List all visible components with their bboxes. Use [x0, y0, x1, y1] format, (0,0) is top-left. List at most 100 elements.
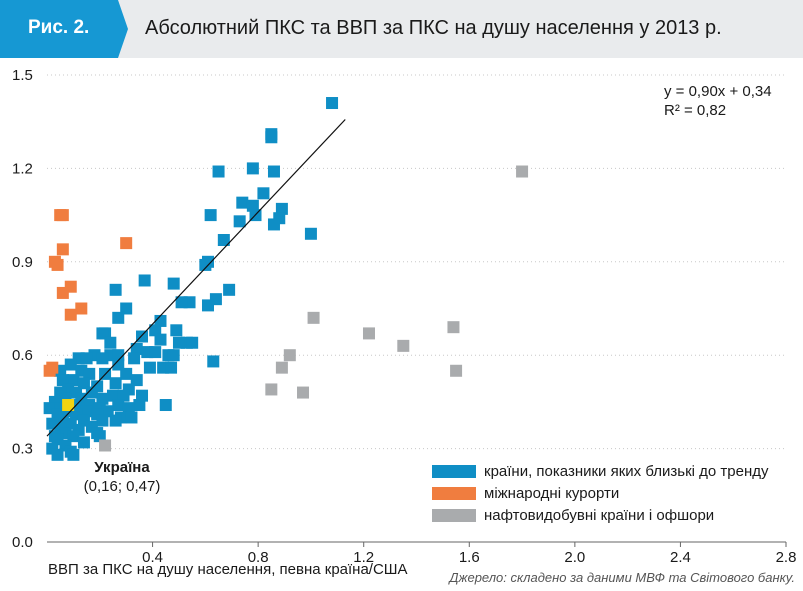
- point-series-0: [122, 402, 135, 415]
- point-series-0: [133, 399, 146, 412]
- point-series-1: [56, 243, 69, 256]
- point-series-0: [120, 302, 133, 315]
- ukraine-label: Україна: [94, 459, 150, 476]
- point-series-1: [56, 209, 69, 222]
- point-series-1: [51, 258, 64, 271]
- point-series-0: [96, 414, 109, 427]
- point-series-0: [67, 430, 80, 443]
- x-tick-label: 0.8: [248, 549, 269, 566]
- point-series-0: [159, 399, 172, 412]
- point-series-0: [143, 361, 156, 374]
- ukraine-value: (0,16; 0,47): [83, 478, 161, 495]
- point-series-0: [109, 283, 122, 296]
- point-series-0: [112, 399, 125, 412]
- point-series-0: [56, 374, 69, 387]
- point-series-0: [112, 311, 125, 324]
- point-series-0: [96, 352, 109, 365]
- point-series-0: [199, 258, 212, 271]
- point-series-0: [223, 283, 236, 296]
- legend: країни, показники яких близькі до тренду…: [432, 460, 768, 526]
- point-series-0: [106, 389, 119, 402]
- point-series-0: [207, 355, 220, 368]
- point-series-0: [77, 436, 90, 449]
- y-tick-label: 0.9: [12, 254, 33, 271]
- y-tick-label: 1.2: [12, 160, 33, 177]
- figure-badge: Рис. 2.: [0, 0, 128, 58]
- point-series-0: [101, 405, 114, 418]
- point-series-0: [257, 187, 270, 200]
- point-series-0: [217, 234, 230, 247]
- point-series-0: [96, 327, 109, 340]
- point-series-0: [67, 374, 80, 387]
- point-series-0: [112, 358, 125, 371]
- point-series-0: [170, 324, 183, 337]
- regression-equation: y = 0,90x + 0,34: [664, 83, 772, 100]
- point-series-0: [83, 367, 96, 380]
- chart-title: Абсолютний ПКС та ВВП за ПКС на душу нас…: [145, 17, 722, 39]
- point-series-0: [246, 162, 259, 175]
- point-series-0: [80, 352, 93, 365]
- point-series-0: [267, 165, 280, 178]
- point-series-1: [64, 308, 77, 321]
- point-series-0: [56, 414, 69, 427]
- x-tick-label: 2.4: [670, 549, 691, 566]
- point-series-0: [130, 342, 143, 355]
- point-series-0: [204, 209, 217, 222]
- point-series-0: [138, 274, 151, 287]
- point-series-0: [112, 349, 125, 362]
- point-series-0: [109, 414, 122, 427]
- point-series-0: [80, 405, 93, 418]
- point-series-0: [167, 277, 180, 290]
- point-series-0: [54, 364, 67, 377]
- y-tick-label: 0.3: [12, 441, 33, 458]
- x-tick-label: 2.8: [776, 549, 797, 566]
- figure-number: Рис. 2.: [28, 17, 90, 38]
- ukraine-annotation: Україна (0,16; 0,47): [72, 458, 172, 496]
- point-series-0: [149, 346, 162, 359]
- point-series-0: [104, 336, 117, 349]
- x-tick-labels: 0.4 0.8 1.2 1.6 2.0 2.4 2.8: [142, 549, 796, 566]
- x-tick-label: 1.6: [459, 549, 480, 566]
- point-series-0: [212, 165, 225, 178]
- point-series-2: [450, 364, 463, 377]
- legend-label-resorts: міжнародні курорти: [484, 484, 620, 502]
- point-series-0: [233, 215, 246, 228]
- point-series-2: [397, 339, 410, 352]
- point-series-2: [297, 386, 310, 399]
- regression-annotation: y = 0,90x + 0,34 R² = 0,82: [664, 82, 772, 120]
- point-series-0: [130, 374, 143, 387]
- point-series-0: [54, 402, 67, 415]
- x-tick-label: 0.4: [142, 549, 163, 566]
- point-series-0: [136, 389, 149, 402]
- y-tick-label: 1.5: [12, 67, 33, 84]
- point-series-0: [96, 392, 109, 405]
- point-series-0: [246, 199, 259, 212]
- header-bar: Рис. 2. Абсолютний ПКС та ВВП за ПКС на …: [0, 0, 803, 58]
- r-squared: R² = 0,82: [664, 102, 727, 119]
- point-series-0: [51, 448, 64, 461]
- point-series-0: [265, 131, 278, 144]
- point-series-0: [201, 299, 214, 312]
- point-series-0: [117, 389, 130, 402]
- point-series-0: [125, 411, 138, 424]
- legend-swatch-resorts: [432, 486, 476, 500]
- legend-item-trend: країни, показники яких близькі до тренду: [432, 460, 768, 482]
- point-series-0: [167, 349, 180, 362]
- point-series-0: [64, 358, 77, 371]
- point-series-0: [154, 314, 167, 327]
- point-series-1: [75, 302, 88, 315]
- point-series-1: [120, 237, 133, 250]
- point-series-0: [326, 97, 339, 110]
- trendline: [46, 119, 346, 437]
- point-series-2: [99, 439, 112, 452]
- legend-label-oil: нафтовидобувні країни і офшори: [484, 506, 715, 524]
- x-tick-label: 2.0: [564, 549, 585, 566]
- legend-swatch-trend: [432, 464, 476, 478]
- point-series-3: [62, 399, 75, 412]
- point-series-0: [172, 336, 185, 349]
- y-tick-label: 0.0: [12, 534, 33, 551]
- point-series-0: [128, 352, 141, 365]
- legend-swatch-oil: [432, 508, 476, 522]
- point-series-0: [149, 324, 162, 337]
- y-tick-label: 0.6: [12, 347, 33, 364]
